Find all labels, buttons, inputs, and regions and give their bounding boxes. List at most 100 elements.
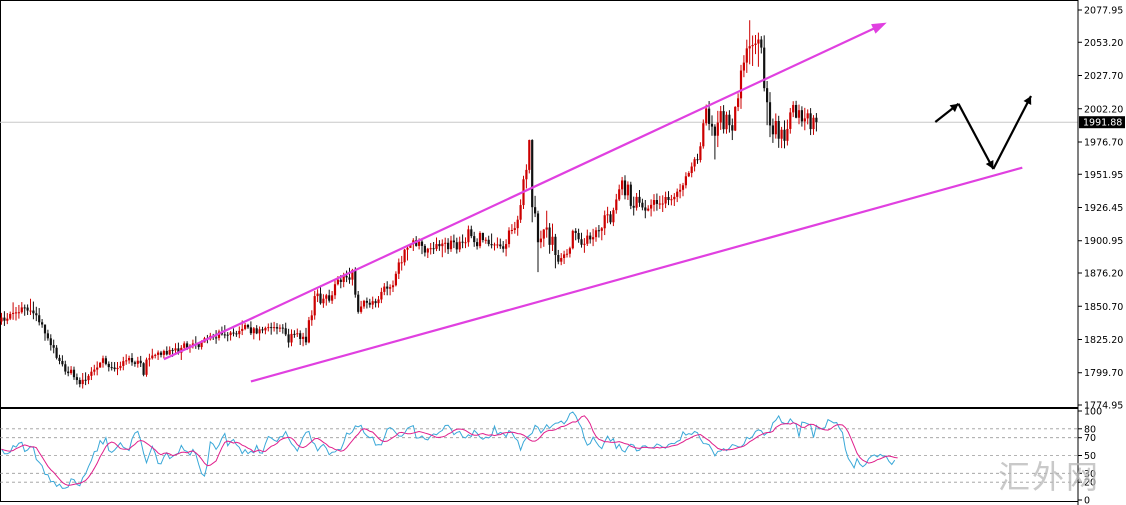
candle-body [548,227,551,245]
candle-body [200,342,203,348]
price-tick-label: 1799.70 [1084,368,1123,379]
oscillator-tick-label: 30 [1084,469,1096,480]
candle-body [183,343,186,348]
candle-body [261,329,264,331]
current-price-label: 1991.88 [1083,118,1122,129]
candle-body [681,185,685,190]
candle-body [763,47,766,89]
oscillator-tick-label: 100 [1084,407,1102,418]
price-tick-label: 1976.70 [1084,137,1123,148]
candle-body [14,312,18,314]
candle-body [174,348,177,351]
candle-body [81,379,84,385]
candle-body [542,229,545,239]
oscillator-tick-label: 50 [1084,451,1096,462]
candle-body [249,327,252,334]
candle-body [420,241,424,246]
candle-body [345,275,348,278]
price-tick-label: 2053.20 [1084,38,1123,49]
candle-body [708,108,711,124]
candle-body [815,117,818,123]
candle-body [510,229,513,231]
candle-body [786,128,789,141]
candle-body [444,242,447,244]
price-tick-label: 2027.70 [1084,71,1123,82]
candle-body [406,247,409,250]
candle-body [136,360,139,364]
candle-body [423,245,426,253]
candle-body [435,244,438,249]
candle-body [635,196,638,208]
candle-body [661,203,664,205]
candle-body [177,348,180,353]
candle-body [464,242,467,244]
candle-body [586,235,589,244]
candle-body [441,243,444,247]
candle-body [690,166,693,174]
candle-body [502,246,505,249]
candle-body [418,241,421,246]
candle-body [632,205,635,208]
candle-body [670,199,673,201]
candle-body [43,324,47,334]
candle-body [487,239,490,245]
candle-body [612,210,615,223]
candle-body [650,204,653,209]
candle-body [638,196,641,203]
candle-body [148,358,151,360]
candle-body [731,125,734,131]
oscillator-line-fast [1,411,896,489]
candle-body [693,159,696,167]
candle-body [235,333,238,335]
candle-body [145,359,148,375]
projection-arrow-segment [992,95,1032,170]
candle-body [647,208,650,211]
candle-body [748,46,751,49]
candle-body [742,62,745,71]
candle-body [371,301,374,305]
candle-body [29,310,32,312]
candle-body [757,39,760,44]
candle-body [580,239,583,245]
candle-body [287,334,290,343]
candle-body [496,244,499,246]
candle-body [110,367,113,369]
candle-body [348,277,351,280]
candle-body [49,338,52,346]
candle-body [383,286,386,292]
candle-body [667,197,670,201]
candle-body [151,355,154,359]
candle-body [716,122,719,136]
candle-body [415,240,418,246]
candle-body [499,244,502,247]
candle-body [87,375,90,381]
candle-body [244,325,247,329]
candle-body [171,349,174,351]
candle-body [310,315,313,321]
price-tick-label: 2002.20 [1084,104,1123,115]
candle-body [302,336,305,339]
candle-body [713,126,716,136]
oscillator-panel [0,408,1079,502]
candle-body [391,285,395,288]
candle-body [26,307,29,311]
candle-body [505,244,508,249]
candle-body [478,232,482,247]
candle-body [751,45,754,47]
candle-body [449,240,453,250]
price-panel-frame [0,0,1079,408]
candle-body [154,354,157,356]
candle-body [374,301,377,304]
candle-body [304,336,308,343]
candle-body [571,230,574,249]
candle-body [621,180,624,190]
candle-body [652,200,656,205]
candle-body [0,317,3,322]
candle-body [806,113,809,119]
candle-body [223,334,226,336]
candle-body [458,241,461,250]
candle-body [67,371,70,374]
candle-body [403,249,406,263]
candle-body [400,262,403,264]
candle-body [119,365,122,368]
